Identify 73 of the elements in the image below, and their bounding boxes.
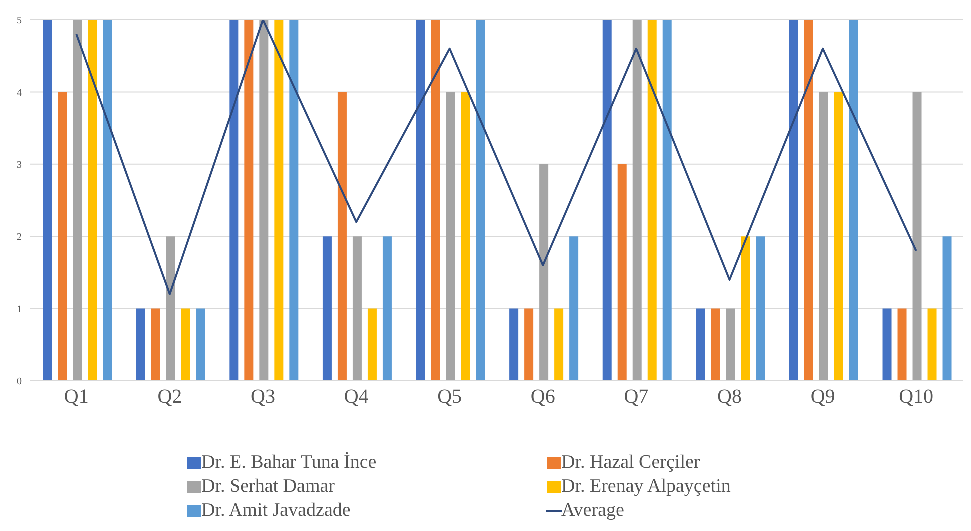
bar [446,92,456,381]
bar [942,236,952,381]
x-tick-label: Q8 [718,386,742,408]
x-tick-label: Q7 [624,386,649,408]
x-tick-label: Q6 [530,386,556,408]
bar [368,308,377,381]
y-tick-label: 5 [17,16,22,27]
bar [230,20,239,381]
bar [756,236,766,381]
bar [618,164,627,381]
bar [196,308,206,381]
legend-label: Dr. E. Bahar Tuna İnce [202,451,377,475]
bar [274,20,284,381]
bar [416,20,426,381]
x-tick-label: Q3 [251,386,276,408]
bar [43,20,52,381]
bar [804,20,814,381]
bar [602,20,612,381]
y-tick-label: 2 [17,232,22,244]
legend-label: Average [562,499,624,523]
bar [849,20,858,381]
y-tick-label: 0 [17,376,22,388]
bar [58,92,68,381]
bar [648,20,657,381]
y-tick-label: 1 [17,304,22,316]
bar [662,20,672,381]
bar [570,236,579,381]
bar [88,20,98,381]
y-tick-label: 4 [17,88,22,99]
bar [461,92,470,381]
bar [431,20,440,381]
bar [882,308,892,381]
bar [260,20,269,381]
bar [476,20,486,381]
bar [181,308,190,381]
legend-label: Dr. Serhat Damar [202,475,335,499]
legend-label: Dr. Erenay Alpayçetin [562,475,731,499]
bar [928,308,937,381]
bar [244,20,254,381]
bar [166,236,176,381]
line-series [76,20,918,296]
bar [741,236,750,381]
bar [524,308,534,381]
legend-label: Dr. Hazal Cerçiler [562,451,700,475]
bar [632,20,642,381]
bar [554,308,564,381]
bar [290,20,299,381]
bar [352,236,362,381]
x-tick-label: Q5 [438,386,462,408]
x-tick-label: Q1 [64,386,89,408]
x-tick-label: Q9 [810,386,836,408]
bar [510,308,519,381]
x-tick-label: Q2 [158,386,182,408]
bar [912,92,922,381]
x-tick-label: Q10 [899,386,934,408]
bar [136,308,146,381]
bar [834,92,844,381]
bar [696,308,706,381]
bar [103,20,112,381]
bar [898,308,907,381]
bar [322,236,332,381]
bar [338,92,347,381]
bar [382,236,392,381]
bar [819,92,828,381]
bar [726,308,736,381]
bar [151,308,160,381]
bar [711,308,720,381]
y-tick-label: 3 [17,160,22,171]
bar [789,20,798,381]
bar [73,20,82,381]
legend-label: Dr. Amit Javadzade [202,499,351,523]
bar [540,164,549,381]
x-tick-label: Q4 [344,386,369,408]
